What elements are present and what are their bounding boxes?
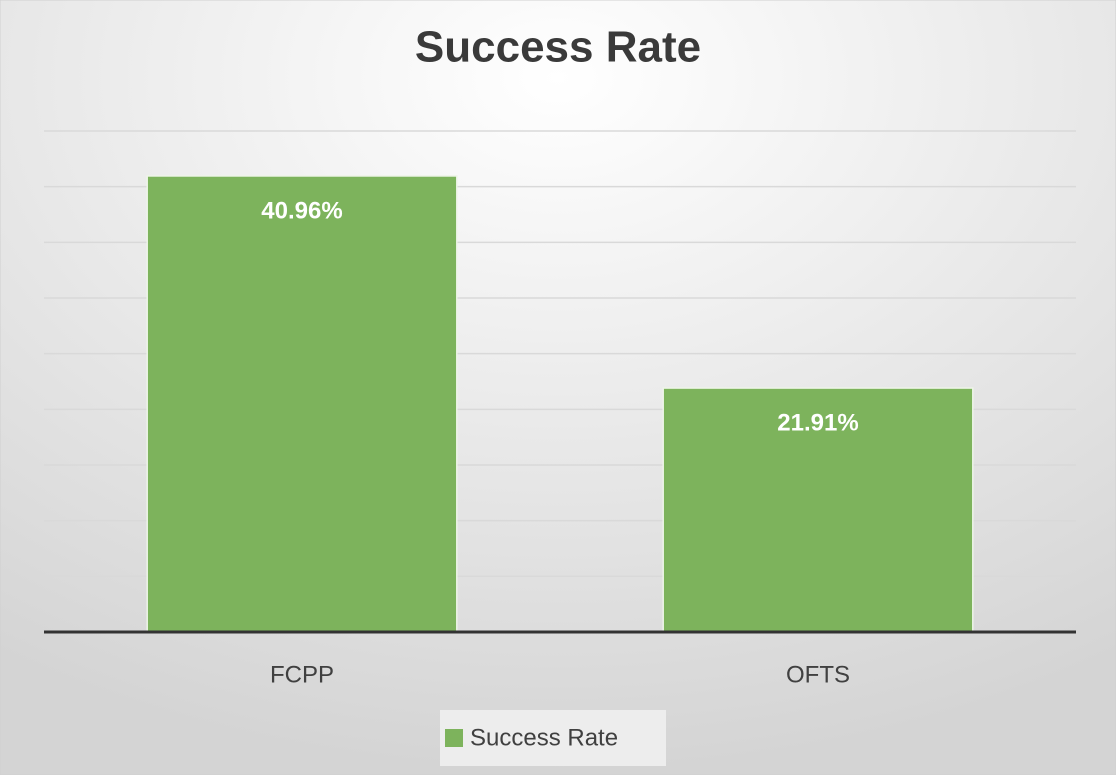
legend-box bbox=[440, 710, 666, 766]
legend-label: Success Rate bbox=[470, 724, 618, 751]
legend-swatch bbox=[445, 729, 463, 747]
chart-title: Success Rate bbox=[415, 23, 701, 72]
bar bbox=[146, 175, 458, 633]
data-label: 21.91% bbox=[777, 409, 858, 436]
data-label: 40.96% bbox=[261, 197, 342, 224]
x-tick-label: OFTS bbox=[786, 661, 850, 688]
bar bbox=[662, 387, 974, 633]
x-tick-label: FCPP bbox=[270, 661, 334, 688]
